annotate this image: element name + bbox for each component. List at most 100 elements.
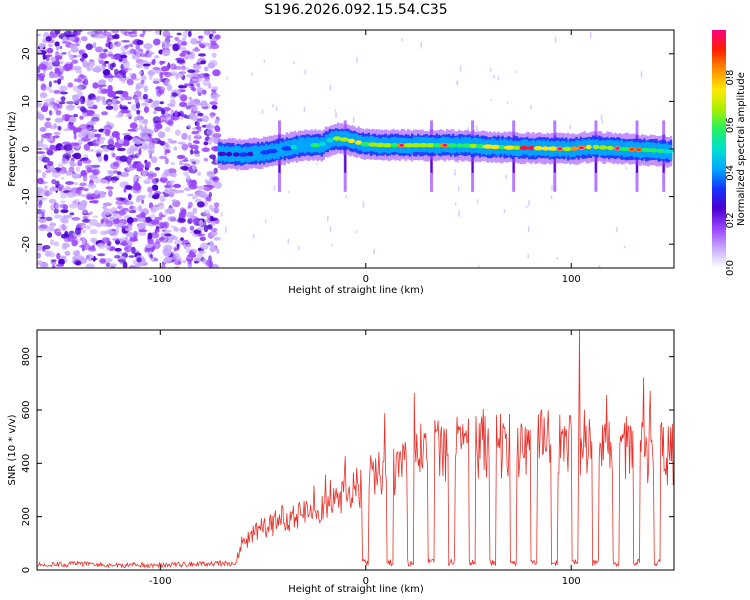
heatmap-noise-cell [144,124,148,131]
heatmap-faint-speck [352,116,355,123]
heatmap-noise-cell [48,81,53,88]
heatmap-noise-cell [200,242,209,250]
heatmap-noise-cell [48,89,55,94]
heatmap-noise-cell [46,47,54,54]
heatmap-faint-speck [327,216,329,222]
heatmap-noise-cell [149,74,153,80]
heatmap-noise-cell [124,185,133,190]
heatmap-noise-cell [167,240,174,244]
heatmap-faint-speck [454,202,457,206]
heatmap-noise-cell [196,87,204,93]
heatmap-noise-cell [77,203,87,211]
heatmap-noise-cell [135,98,139,105]
heatmap-noise-cell [142,93,148,100]
heatmap-noise-cell [50,204,55,211]
heatmap-noise-cell [193,229,201,234]
heatmap-noise-cell [145,50,149,55]
heatmap-noise-cell [64,114,69,122]
heatmap-noise-cell [163,258,171,262]
heatmap-noise-cell [61,141,71,145]
heatmap-noise-cell [58,258,65,266]
heatmap-faint-speck [598,265,601,268]
heatmap-noise-cell [149,247,153,251]
heatmap-noise-cell [56,252,61,260]
heatmap-noise-cell [98,137,106,141]
heatmap-noise-cell [150,232,160,239]
heatmap-noise-cell [204,219,210,223]
heatmap-noise-cell [73,113,78,118]
heatmap-noise-cell [55,99,61,103]
heatmap-noise-cell [147,237,154,245]
heatmap-noise-cell [211,105,218,110]
heatmap-ridge-blob [542,146,550,151]
heatmap-noise-cell [76,90,83,98]
heatmap-noise-cell [127,161,132,165]
heatmap-xtick-label: -100 [149,274,172,285]
heatmap-noise-cell [140,212,146,218]
heatmap-noise-cell [71,154,78,158]
heatmap-noise-cell [173,146,178,151]
heatmap-faint-speck [514,70,517,73]
heatmap-noise-cell [216,248,220,254]
heatmap-noise-cell [177,217,186,223]
heatmap-noise-cell [190,38,198,45]
heatmap-noise-cell [111,179,117,184]
heatmap-faint-speck [331,243,333,246]
heatmap-noise-cell [209,154,217,160]
heatmap-noise-cell [197,118,203,122]
heatmap-noise-cell [154,106,164,112]
heatmap-faint-speck [497,76,500,81]
heatmap-noise-cell [183,243,187,250]
heatmap-noise-cell [63,143,73,151]
heatmap-faint-speck [600,115,603,121]
heatmap-noise-cell [134,90,142,98]
heatmap-noise-cell [39,127,47,132]
heatmap-noise-cell [73,182,78,185]
heatmap-noise-cell [214,125,220,132]
heatmap-faint-speck [264,219,267,223]
heatmap-noise-cell [127,101,132,105]
heatmap-faint-speck [506,102,509,105]
heatmap-noise-cell [132,217,138,223]
heatmap-noise-cell [159,176,168,183]
heatmap-noise-cell [141,199,145,204]
heatmap-noise-cell [122,60,130,68]
heatmap-noise-cell [109,42,115,50]
heatmap-noise-cell [139,33,145,38]
heatmap-noise-cell [80,36,88,42]
heatmap-noise-cell [198,38,204,42]
heatmap-ridge-blob [503,145,516,150]
heatmap-noise-cell [160,61,166,64]
heatmap-noise-cell [53,105,58,112]
heatmap-noise-cell [131,163,141,169]
heatmap-noise-cell [48,252,56,258]
heatmap-noise-cell [76,255,84,260]
heatmap-noise-cell [59,224,67,230]
heatmap-noise-cell [204,179,209,184]
heatmap-ridge-peak [629,148,635,151]
heatmap-noise-cell [159,222,168,228]
heatmap-noise-cell [168,182,174,186]
heatmap-noise-cell [125,114,133,117]
heatmap-faint-speck [334,109,337,112]
heatmap-noise-cell [161,40,170,46]
heatmap-noise-cell [53,131,61,135]
heatmap-noise-cell [72,250,81,257]
heatmap-noise-cell [143,98,150,103]
snr-ytick-label: 200 [21,507,32,526]
heatmap-noise-cell [37,140,44,148]
heatmap-noise-cell [90,257,98,261]
heatmap-ridge-peak [399,144,404,147]
heatmap-noise-cell [192,78,200,82]
heatmap-noise-cell [100,230,108,236]
heatmap-noise-cell [125,240,133,248]
heatmap-noise-cell [53,169,57,174]
heatmap-noise-cell [147,51,155,55]
heatmap-ridge-blob [425,143,436,148]
heatmap-noise-cell [186,193,195,197]
heatmap-noise-cell [210,207,219,213]
heatmap-noise-cell [73,30,78,36]
heatmap-noise-cell [70,46,79,53]
heatmap-noise-cell [143,106,150,113]
heatmap-noise-cell [48,198,57,204]
